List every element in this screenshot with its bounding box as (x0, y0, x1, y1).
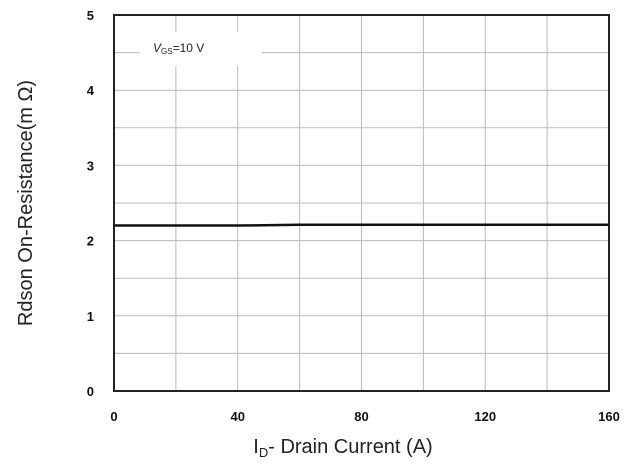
grid (113, 14, 610, 392)
annotation-vgs: VGS=10 V (153, 41, 204, 56)
plot-frame (113, 14, 610, 392)
x-tick-label-0: 0 (110, 409, 117, 424)
y-tick-label-4: 4 (87, 83, 95, 98)
x-axis-title: ID- Drain Current (A) (253, 436, 432, 460)
x-tick-label-3: 120 (474, 409, 496, 424)
y-tick-label-5: 5 (87, 8, 94, 23)
annotation-box (140, 32, 262, 66)
tick-labels: 0 40 80 120 160 0 1 2 3 4 5 (87, 8, 620, 424)
y-tick-label-3: 3 (87, 158, 94, 173)
x-tick-label-1: 40 (231, 409, 245, 424)
y-tick-label-2: 2 (87, 234, 94, 249)
series-layer (114, 223, 609, 227)
y-tick-label-1: 1 (87, 309, 94, 324)
y-tick-label-0: 0 (87, 384, 94, 399)
x-tick-label-4: 160 (598, 409, 620, 424)
y-axis-title: Rdson On-Resistance(m Ω) (15, 80, 37, 326)
x-tick-label-2: 80 (354, 409, 368, 424)
series-line-0 (114, 223, 609, 227)
